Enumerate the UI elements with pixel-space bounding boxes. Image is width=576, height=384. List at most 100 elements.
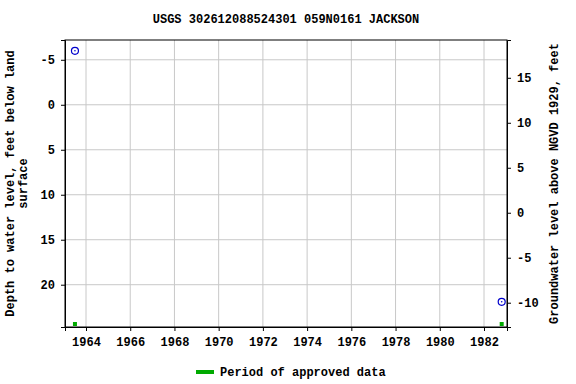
tick: 1966 xyxy=(116,327,145,350)
approved-period xyxy=(73,322,77,326)
tick-mark xyxy=(507,123,511,124)
grid-line xyxy=(262,40,263,327)
tick: 1978 xyxy=(382,327,411,350)
title: USGS 302612088524301 059N0161 JACKSON xyxy=(153,13,419,27)
tick-mark xyxy=(61,240,65,241)
grid-line xyxy=(484,40,485,327)
grid-line xyxy=(65,59,507,60)
tick-mark xyxy=(484,327,485,331)
tick-mark xyxy=(61,150,65,151)
tick-mark xyxy=(61,105,65,106)
tick: 1970 xyxy=(205,327,234,350)
tick: 20 xyxy=(41,279,65,293)
grid-line xyxy=(130,40,131,327)
tick: 1972 xyxy=(249,327,278,350)
legend-label: Period of approved data xyxy=(220,366,386,380)
tick: 1976 xyxy=(337,327,366,350)
grid-line xyxy=(86,40,87,327)
y-axis: -5 0 5 10 15 20 xyxy=(41,41,66,328)
y-axis-title: Depth to water level, feet below landsur… xyxy=(4,50,31,316)
tick-label: 10 xyxy=(41,189,55,203)
y-axis-title-line: Depth to water level, feet below land xyxy=(4,50,18,316)
tick: 10 xyxy=(507,117,531,131)
y2-axis-title: Groundwater level above NGVD 1929, feet xyxy=(548,43,562,324)
axis-line xyxy=(508,41,512,328)
y-axis-title-line: surface xyxy=(17,158,31,208)
tick-label: 15 xyxy=(517,72,531,86)
tick-label: 0 xyxy=(48,99,55,113)
tick: 15 xyxy=(507,72,531,86)
tick: 0 xyxy=(48,99,65,113)
tick-mark xyxy=(507,168,511,169)
tick: 1980 xyxy=(426,327,455,350)
legend-swatch xyxy=(196,370,214,374)
y2-axis: 15 10 5 0 -5 -10 xyxy=(507,41,539,328)
tick: 5 xyxy=(48,144,65,158)
tick: -5 xyxy=(41,54,65,68)
legend: Period of approved data xyxy=(196,366,386,380)
tick-mark xyxy=(440,327,441,331)
tick: 15 xyxy=(41,234,65,248)
tick-mark xyxy=(507,258,511,259)
tick-label: 1978 xyxy=(382,336,411,350)
grid-line xyxy=(395,40,396,327)
tick: 1964 xyxy=(72,327,101,350)
tick-mark xyxy=(61,285,65,286)
tick-label: 1968 xyxy=(161,336,190,350)
grid-line xyxy=(65,284,507,285)
tick-label: 1982 xyxy=(470,336,499,350)
tick-label: 1980 xyxy=(426,336,455,350)
tick-label: 1972 xyxy=(249,336,278,350)
tick-mark xyxy=(507,78,511,79)
tick-label: 1976 xyxy=(337,336,366,350)
tick: -10 xyxy=(507,297,539,311)
tick-mark xyxy=(86,327,87,331)
tick: 1982 xyxy=(470,327,499,350)
tick-label: 1974 xyxy=(293,336,322,350)
tick-mark xyxy=(263,327,264,331)
tick-mark xyxy=(61,195,65,196)
plot-frame xyxy=(65,40,507,327)
x-axis: 1964 1966 1968 1970 1972 1974 1976 1978 1980 1982 xyxy=(66,327,508,350)
grid-line xyxy=(307,40,308,327)
grid-line xyxy=(65,149,507,150)
grid-line xyxy=(439,40,440,327)
tick-label: 5 xyxy=(517,162,524,176)
tick-label: 1970 xyxy=(205,336,234,350)
tick-mark xyxy=(307,327,308,331)
tick: 1974 xyxy=(293,327,322,350)
tick-mark xyxy=(351,327,352,331)
grid-line xyxy=(65,104,507,105)
grid-line xyxy=(65,194,507,195)
tick-label: 10 xyxy=(517,117,531,131)
circle-marker xyxy=(498,298,505,305)
marker-center xyxy=(74,50,76,52)
tick-mark xyxy=(219,327,220,331)
tick-mark xyxy=(61,60,65,61)
tick-mark xyxy=(396,327,397,331)
tick-label: -10 xyxy=(517,297,539,311)
tick-mark xyxy=(507,213,511,214)
tick-mark xyxy=(130,327,131,331)
tick: 0 xyxy=(507,207,524,221)
tick: 5 xyxy=(507,162,524,176)
grid-line xyxy=(351,40,352,327)
tick-label: -5 xyxy=(41,54,55,68)
tick-label: 5 xyxy=(48,144,55,158)
approved-period xyxy=(500,322,504,326)
tick-label: 1966 xyxy=(116,336,145,350)
marker-center xyxy=(501,301,503,303)
tick-mark xyxy=(174,327,175,331)
tick: -5 xyxy=(507,252,531,266)
tick-label: 20 xyxy=(41,279,55,293)
grid xyxy=(65,40,507,327)
grid-line xyxy=(218,40,219,327)
tick-mark xyxy=(507,303,511,304)
tick-label: 15 xyxy=(41,234,55,248)
circle-marker xyxy=(71,47,78,54)
tick: 1968 xyxy=(161,327,190,350)
tick-label: 0 xyxy=(517,207,524,221)
chart: 1964 1966 1968 1970 1972 1974 1976 1978 1980 1982… xyxy=(0,0,576,384)
grid-line xyxy=(174,40,175,327)
axis-line xyxy=(66,328,508,332)
